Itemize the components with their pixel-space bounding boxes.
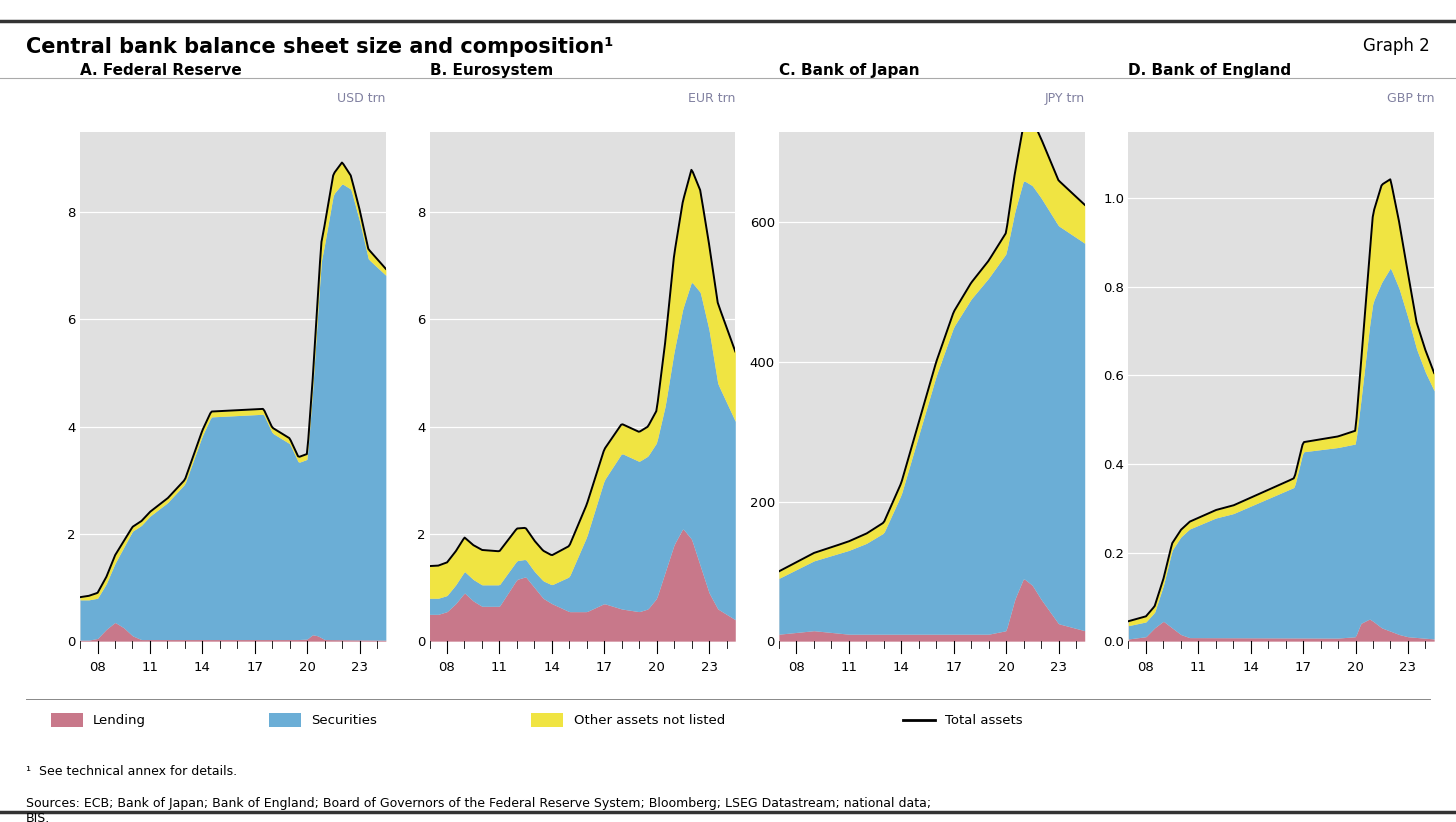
Text: 14: 14: [543, 661, 561, 674]
Text: B. Eurosystem: B. Eurosystem: [430, 63, 553, 78]
Text: A. Federal Reserve: A. Federal Reserve: [80, 63, 242, 78]
Text: Sources: ECB; Bank of Japan; Bank of England; Board of Governors of the Federal : Sources: ECB; Bank of Japan; Bank of Eng…: [26, 797, 932, 822]
Text: 17: 17: [596, 661, 613, 674]
Text: 17: 17: [945, 661, 962, 674]
Text: Securities: Securities: [312, 713, 377, 727]
Text: 23: 23: [1399, 661, 1417, 674]
Text: USD trn: USD trn: [338, 92, 386, 105]
Text: 17: 17: [1294, 661, 1312, 674]
Text: 20: 20: [1347, 661, 1364, 674]
Text: 20: 20: [298, 661, 316, 674]
Text: 11: 11: [1190, 661, 1207, 674]
Text: 11: 11: [840, 661, 858, 674]
Text: 17: 17: [246, 661, 264, 674]
Text: 14: 14: [893, 661, 910, 674]
Text: Total assets: Total assets: [945, 713, 1022, 727]
Text: 14: 14: [194, 661, 211, 674]
Text: C. Bank of Japan: C. Bank of Japan: [779, 63, 920, 78]
Text: 23: 23: [700, 661, 718, 674]
Text: 08: 08: [438, 661, 456, 674]
Text: Lending: Lending: [93, 713, 146, 727]
Text: 20: 20: [997, 661, 1015, 674]
Text: 23: 23: [351, 661, 368, 674]
Text: JPY trn: JPY trn: [1044, 92, 1085, 105]
Text: Graph 2: Graph 2: [1363, 37, 1430, 55]
Text: 14: 14: [1242, 661, 1259, 674]
Text: GBP trn: GBP trn: [1386, 92, 1434, 105]
Text: 11: 11: [141, 661, 159, 674]
Text: Central bank balance sheet size and composition¹: Central bank balance sheet size and comp…: [26, 37, 613, 57]
Text: 08: 08: [788, 661, 805, 674]
Text: EUR trn: EUR trn: [687, 92, 735, 105]
Text: 08: 08: [89, 661, 106, 674]
Text: 08: 08: [1137, 661, 1155, 674]
Text: D. Bank of England: D. Bank of England: [1128, 63, 1291, 78]
Text: 11: 11: [491, 661, 508, 674]
Text: 20: 20: [648, 661, 665, 674]
Text: Other assets not listed: Other assets not listed: [574, 713, 725, 727]
Text: 23: 23: [1050, 661, 1067, 674]
Text: ¹  See technical annex for details.: ¹ See technical annex for details.: [26, 765, 237, 778]
